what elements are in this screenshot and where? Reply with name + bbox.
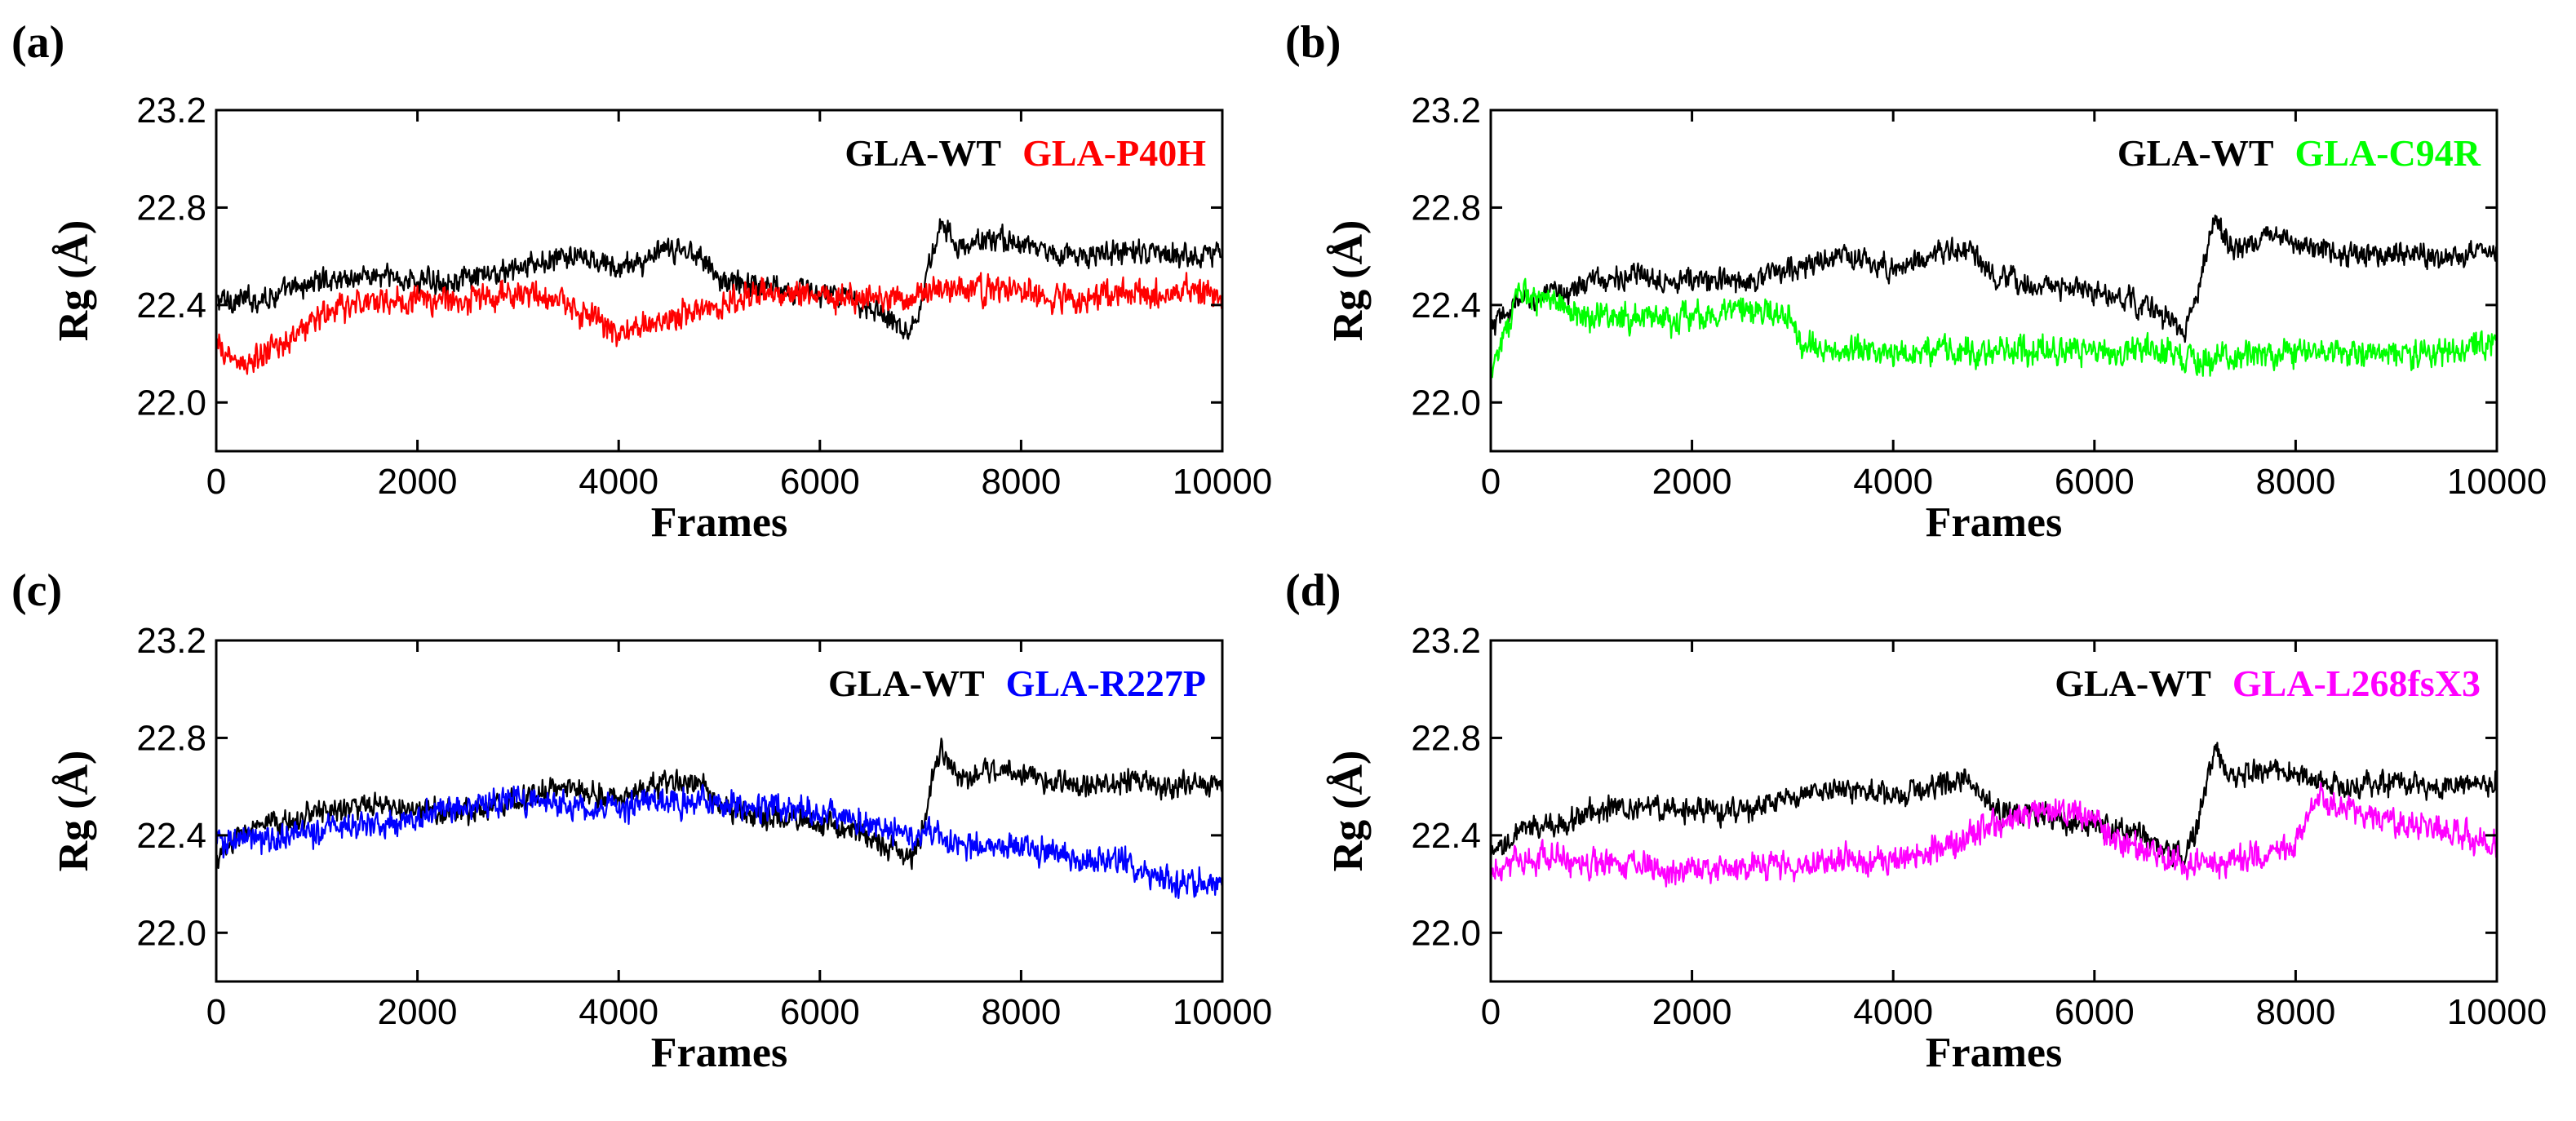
y-tick-label: 22.0 — [1411, 383, 1481, 423]
panel-letter: (a) — [11, 17, 64, 68]
x-tick-label: 10000 — [2447, 462, 2547, 502]
x-tick-label: 8000 — [2255, 462, 2335, 502]
legend-entry: GLA-WT — [828, 662, 985, 704]
y-tick-label: 22.4 — [1411, 286, 1481, 326]
plot-frame — [1489, 109, 2498, 453]
x-tick-label: 10000 — [1173, 992, 1272, 1032]
x-tick-label: 10000 — [2447, 992, 2547, 1032]
x-tick-label: 8000 — [981, 462, 1061, 502]
legend-entry: GLA-R227P — [1006, 662, 1206, 704]
panel-b: (b) 0 2000 4000 6000 8000 10000 22.0 22.4 22.8 23.… — [1285, 17, 2547, 546]
x-tick-label: 0 — [1481, 462, 1501, 502]
legend-entry: GLA-WT — [845, 132, 1001, 174]
x-tick-label: 2000 — [378, 462, 458, 502]
plot-frame — [215, 109, 1224, 453]
x-tick-label: 6000 — [780, 462, 860, 502]
series-line-gla-wt — [216, 218, 1222, 340]
panel-c: (c) 0 2000 4000 6000 8000 10000 22.0 22.4 22.8 23.… — [11, 565, 1272, 1076]
panel-letter: (b) — [1285, 17, 1341, 68]
x-tick-label: 8000 — [981, 992, 1061, 1032]
legend-entry: GLA-WT — [2055, 662, 2211, 704]
plot-frame — [215, 639, 1224, 983]
x-tick-label: 0 — [206, 462, 226, 502]
x-tick-label: 6000 — [780, 992, 860, 1032]
x-tick-label: 4000 — [579, 992, 658, 1032]
y-tick-label: 22.4 — [1411, 816, 1481, 856]
panel-a: (a) 0 2000 4000 6000 8000 10000 22.0 22.4 22.8 23.… — [11, 17, 1272, 546]
y-tick-label: 23.2 — [1411, 91, 1481, 131]
x-tick-label: 4000 — [579, 462, 658, 502]
x-tick-label: 10000 — [1173, 462, 1272, 502]
x-tick-label: 8000 — [2255, 992, 2335, 1032]
panel-d: (d) 0 2000 4000 6000 8000 10000 22.0 22.4 22.8 23.… — [1285, 565, 2547, 1076]
y-tick-label: 22.8 — [136, 718, 206, 758]
panel-letter: (c) — [11, 565, 62, 616]
legend-entry: GLA-WT — [2117, 132, 2274, 174]
x-tick-label: 6000 — [2055, 462, 2135, 502]
x-tick-label: 2000 — [1652, 462, 1732, 502]
panel-letter: (d) — [1285, 565, 1341, 616]
series-line-gla-l268fsx3 — [1491, 782, 2497, 888]
y-tick-label: 22.8 — [1411, 188, 1481, 228]
x-tick-label: 4000 — [1853, 992, 1933, 1032]
series-line-gla-c94r — [1491, 277, 2497, 379]
x-axis-title: Frames — [651, 1030, 787, 1076]
legend-entry: GLA-L268fsX3 — [2232, 662, 2481, 704]
y-tick-label: 22.0 — [1411, 913, 1481, 953]
legend-entry: GLA-P40H — [1022, 132, 1206, 174]
y-tick-label: 23.2 — [1411, 621, 1481, 661]
series-line-gla-wt — [1491, 742, 2497, 871]
series-line-gla-wt — [216, 738, 1222, 871]
series-line-gla-r227p — [216, 783, 1222, 899]
y-axis-title: Rg (Å) — [51, 220, 97, 342]
x-tick-label: 0 — [206, 992, 226, 1032]
x-axis-title: Frames — [651, 499, 787, 546]
legend-entry: GLA-C94R — [2295, 132, 2481, 174]
y-tick-label: 23.2 — [136, 91, 206, 131]
y-tick-label: 22.4 — [136, 286, 206, 326]
x-tick-label: 0 — [1481, 992, 1501, 1032]
y-tick-label: 23.2 — [136, 621, 206, 661]
series-line-gla-p40h — [216, 272, 1222, 375]
series-line-gla-wt — [1491, 215, 2497, 343]
x-tick-label: 6000 — [2055, 992, 2135, 1032]
y-tick-label: 22.0 — [136, 383, 206, 423]
x-tick-label: 4000 — [1853, 462, 1933, 502]
plot-frame — [1489, 639, 2498, 983]
x-tick-label: 2000 — [378, 992, 458, 1032]
x-axis-title: Frames — [1926, 1030, 2062, 1076]
x-tick-label: 2000 — [1652, 992, 1732, 1032]
y-axis-title: Rg (Å) — [51, 751, 97, 872]
x-axis-title: Frames — [1926, 499, 2062, 546]
y-tick-label: 22.8 — [136, 188, 206, 228]
y-tick-label: 22.8 — [1411, 718, 1481, 758]
y-axis-title: Rg (Å) — [1325, 220, 1372, 342]
y-tick-label: 22.4 — [136, 816, 206, 856]
y-axis-title: Rg (Å) — [1325, 751, 1372, 872]
y-tick-label: 22.0 — [136, 913, 206, 953]
